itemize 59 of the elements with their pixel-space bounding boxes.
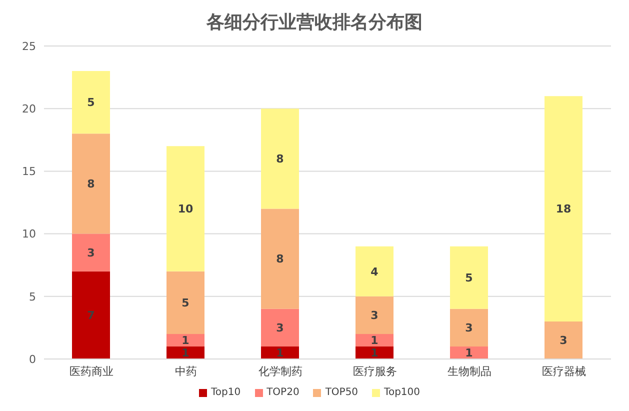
data-label: 3 [87, 246, 95, 260]
x-tick-label: 生物制品 [447, 364, 492, 378]
bar [356, 334, 394, 346]
data-label: 1 [465, 346, 473, 360]
x-tick-label: 医疗服务 [352, 364, 397, 378]
data-label: 4 [370, 265, 379, 278]
data-label: 8 [276, 252, 284, 266]
bar [261, 346, 299, 359]
bar [450, 246, 488, 309]
legend-label: Top100 [384, 387, 420, 398]
data-label: 10 [178, 202, 194, 216]
data-label: 5 [87, 96, 95, 110]
legend-label: TOP20 [266, 387, 300, 398]
x-tick-label: 医药商业 [69, 364, 114, 378]
y-tick-label: 25 [22, 40, 36, 53]
bar [544, 321, 582, 359]
chart-title: 各细分行业营收排名分布图 [205, 11, 424, 35]
bar [72, 71, 110, 134]
data-label: 3 [465, 322, 473, 335]
y-tick-label: 0 [29, 352, 36, 366]
data-label: 18 [556, 202, 572, 216]
bar [356, 296, 394, 334]
legend-label: Top10 [210, 387, 241, 398]
data-label: 7 [87, 309, 95, 322]
data-label: 1 [182, 346, 190, 360]
bar [356, 346, 394, 359]
data-label: 3 [370, 309, 378, 322]
bar [544, 96, 582, 322]
bar [72, 271, 110, 359]
data-label: 3 [560, 334, 568, 348]
y-tick-label: 20 [22, 102, 36, 116]
data-label: 5 [465, 272, 473, 285]
x-tick-label: 中药 [174, 364, 197, 378]
x-tick-label: 医疗器械 [542, 364, 586, 378]
bar [72, 134, 110, 234]
bar [166, 346, 204, 359]
data-label: 1 [370, 334, 378, 348]
data-label: 8 [87, 178, 95, 191]
bar [261, 108, 299, 209]
bar [166, 271, 204, 334]
bar [356, 246, 394, 296]
x-tick-label: 化学制药 [258, 364, 302, 378]
y-tick-label: 5 [29, 290, 36, 304]
bar [166, 146, 204, 272]
bar [450, 346, 488, 359]
legend-label: TOP50 [325, 387, 358, 398]
y-tick-label: 15 [22, 165, 36, 178]
data-label: 1 [276, 346, 284, 360]
data-label: 5 [182, 296, 190, 310]
data-label: 1 [182, 334, 190, 348]
bar [261, 208, 299, 309]
data-label: 1 [370, 346, 378, 360]
bar [72, 234, 110, 272]
bar [450, 308, 488, 346]
data-label: 8 [276, 152, 284, 166]
bar [166, 334, 204, 346]
bar [261, 308, 299, 346]
data-label: 3 [276, 322, 284, 335]
y-tick-label: 10 [22, 228, 36, 241]
